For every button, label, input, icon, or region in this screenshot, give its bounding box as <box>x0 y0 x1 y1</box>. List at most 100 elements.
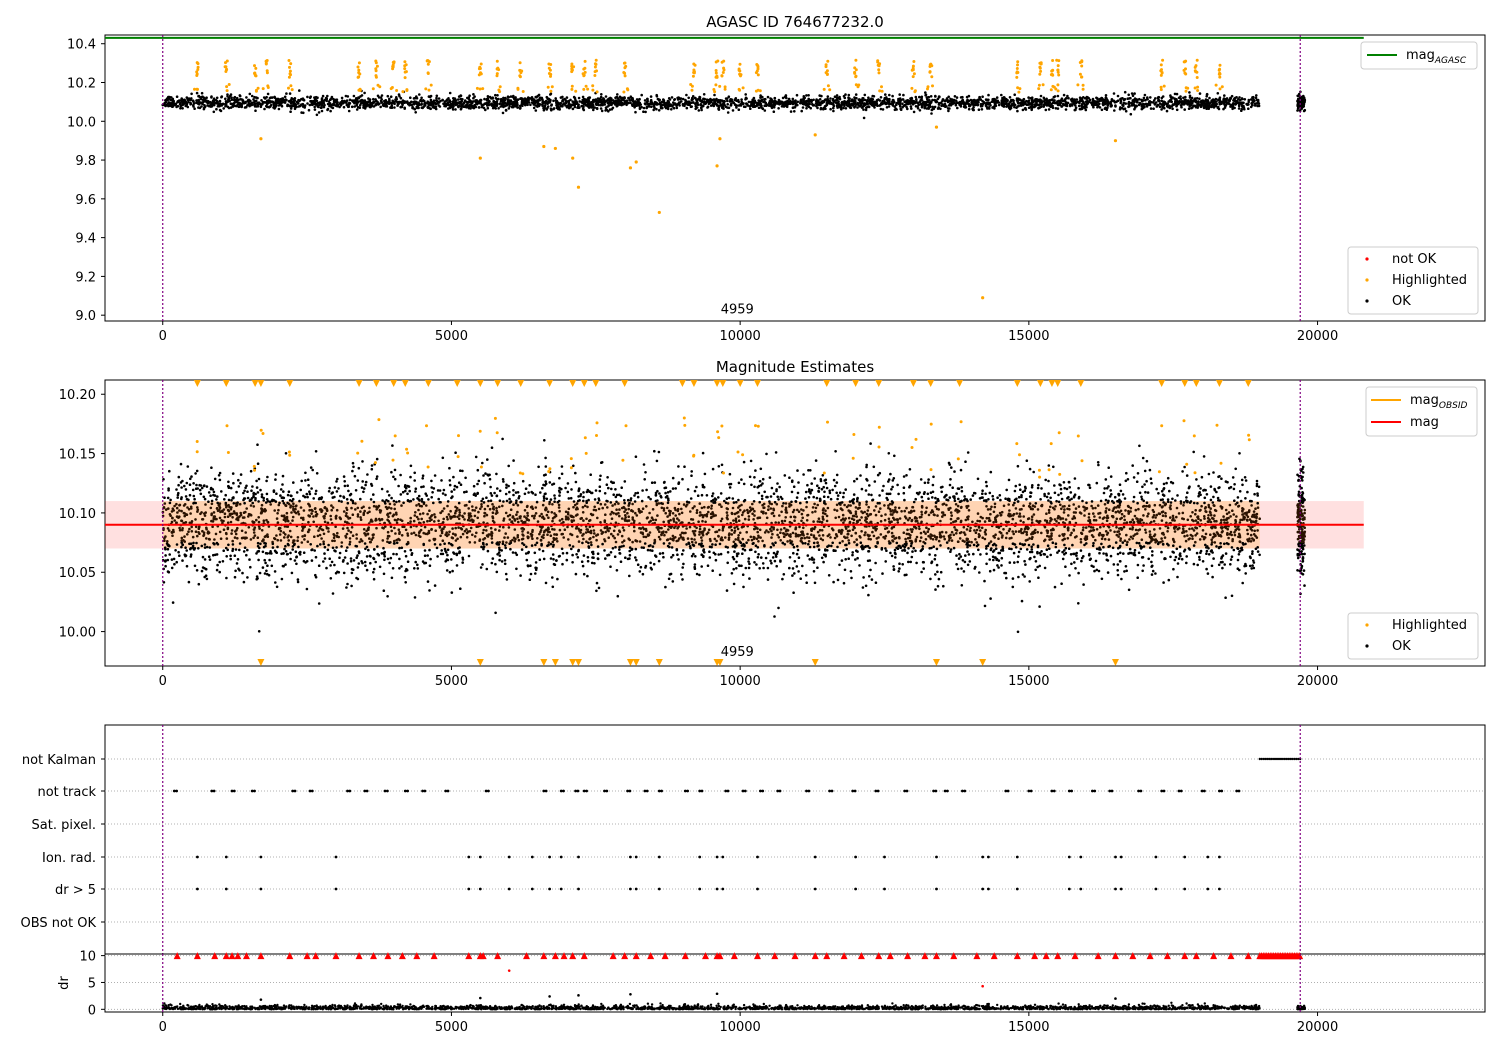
ok-point <box>1187 100 1190 104</box>
ok-point <box>681 566 684 569</box>
ok-point <box>396 104 399 107</box>
ok-point <box>717 101 721 104</box>
ok-point <box>287 99 291 103</box>
ok-point <box>1015 106 1018 109</box>
ok-point <box>218 471 222 475</box>
highlighted-point <box>1041 83 1045 87</box>
ok-point <box>731 109 735 112</box>
ok-point <box>949 550 952 553</box>
ok-point <box>604 109 607 112</box>
highlighted-point <box>287 86 290 90</box>
highlighted-point <box>374 75 378 79</box>
ok-point <box>649 102 652 105</box>
highlighted-point <box>1195 76 1199 79</box>
ok-point <box>536 99 539 103</box>
ok-point <box>383 102 386 105</box>
highlighted-point <box>593 62 597 66</box>
ok-point <box>469 526 473 530</box>
panel-1-xtick-label: 0 <box>159 329 167 344</box>
highlighted-point <box>498 90 502 94</box>
ok-point <box>596 516 599 520</box>
highlighted-point <box>196 65 200 69</box>
highlighted-point <box>583 59 587 63</box>
highlighted-point <box>521 90 525 93</box>
ok-point <box>891 94 894 98</box>
highlighted-point <box>690 88 694 92</box>
ok-point <box>811 104 815 107</box>
ok-point <box>853 96 856 99</box>
panel-1-ytick-label: 9.8 <box>75 154 96 169</box>
ok-point <box>769 545 773 549</box>
highlighted-point <box>1051 84 1055 88</box>
ok-point <box>1174 499 1177 502</box>
ok-point <box>967 107 971 111</box>
ok-point <box>498 102 502 106</box>
ok-point <box>1151 550 1154 553</box>
ok-point <box>275 98 278 101</box>
ok-point <box>1017 97 1020 100</box>
ok-point <box>372 100 375 104</box>
ok-point <box>885 549 888 552</box>
ok-point <box>634 547 638 551</box>
ok-point <box>815 98 818 101</box>
ok-point <box>717 107 720 111</box>
panel-1-ytick-label: 9.4 <box>75 232 96 247</box>
ok-point <box>1133 106 1137 109</box>
ok-point <box>1169 516 1172 519</box>
panel-1-legend-top: magAGASC <box>1360 41 1478 70</box>
ok-point <box>842 106 845 110</box>
ok-point <box>564 104 567 107</box>
ok-point <box>390 496 393 500</box>
ok-point <box>895 101 899 105</box>
ok-point <box>391 99 395 103</box>
panel-1-title: AGASC ID 764677232.0 <box>706 13 884 31</box>
ok-point <box>521 537 525 541</box>
highlighted-outlier <box>553 146 557 151</box>
ok-point <box>672 106 676 110</box>
ok-point <box>1173 519 1176 522</box>
ok-point <box>1126 540 1129 544</box>
ok-point <box>686 103 689 106</box>
ok-point <box>357 551 361 555</box>
ok-point <box>237 105 241 109</box>
ok-point <box>726 103 729 106</box>
ok-point <box>726 111 730 114</box>
highlighted-point <box>479 71 482 75</box>
ok-point <box>818 94 821 97</box>
highlighted-point <box>254 66 258 70</box>
ok-point <box>841 513 845 517</box>
ok-point <box>650 481 654 485</box>
panel-2-title: Magnitude Estimates <box>716 358 874 376</box>
highlighted-point <box>691 74 695 78</box>
ok-point <box>1021 101 1024 105</box>
ok-point <box>918 95 921 99</box>
ok-point <box>438 105 442 108</box>
ok-point <box>333 101 337 104</box>
ok-point <box>220 104 223 107</box>
ok-point <box>227 509 231 513</box>
ok-point <box>365 568 369 572</box>
ok-point <box>1202 106 1206 110</box>
ok-point <box>1235 96 1238 99</box>
highlighted-point <box>264 62 268 66</box>
ok-point <box>642 106 646 110</box>
ok-point <box>1160 108 1163 111</box>
ok-point <box>1162 101 1166 105</box>
ok-point <box>898 101 901 104</box>
ok-point <box>720 505 723 509</box>
ok-point <box>420 99 424 103</box>
highlighted-point <box>1159 63 1163 67</box>
ok-point <box>322 542 326 546</box>
ok-point <box>713 93 716 97</box>
highlighted-point <box>877 68 881 72</box>
ok-point <box>899 108 903 111</box>
highlighted-point <box>546 85 550 89</box>
ok-point <box>1230 94 1234 98</box>
highlighted-point <box>930 75 934 79</box>
ok-point <box>1122 107 1125 111</box>
ok-point <box>277 107 281 111</box>
ok-point <box>306 478 310 482</box>
ok-point <box>185 549 188 552</box>
ok-point <box>839 103 843 107</box>
highlighted-point <box>495 72 499 76</box>
